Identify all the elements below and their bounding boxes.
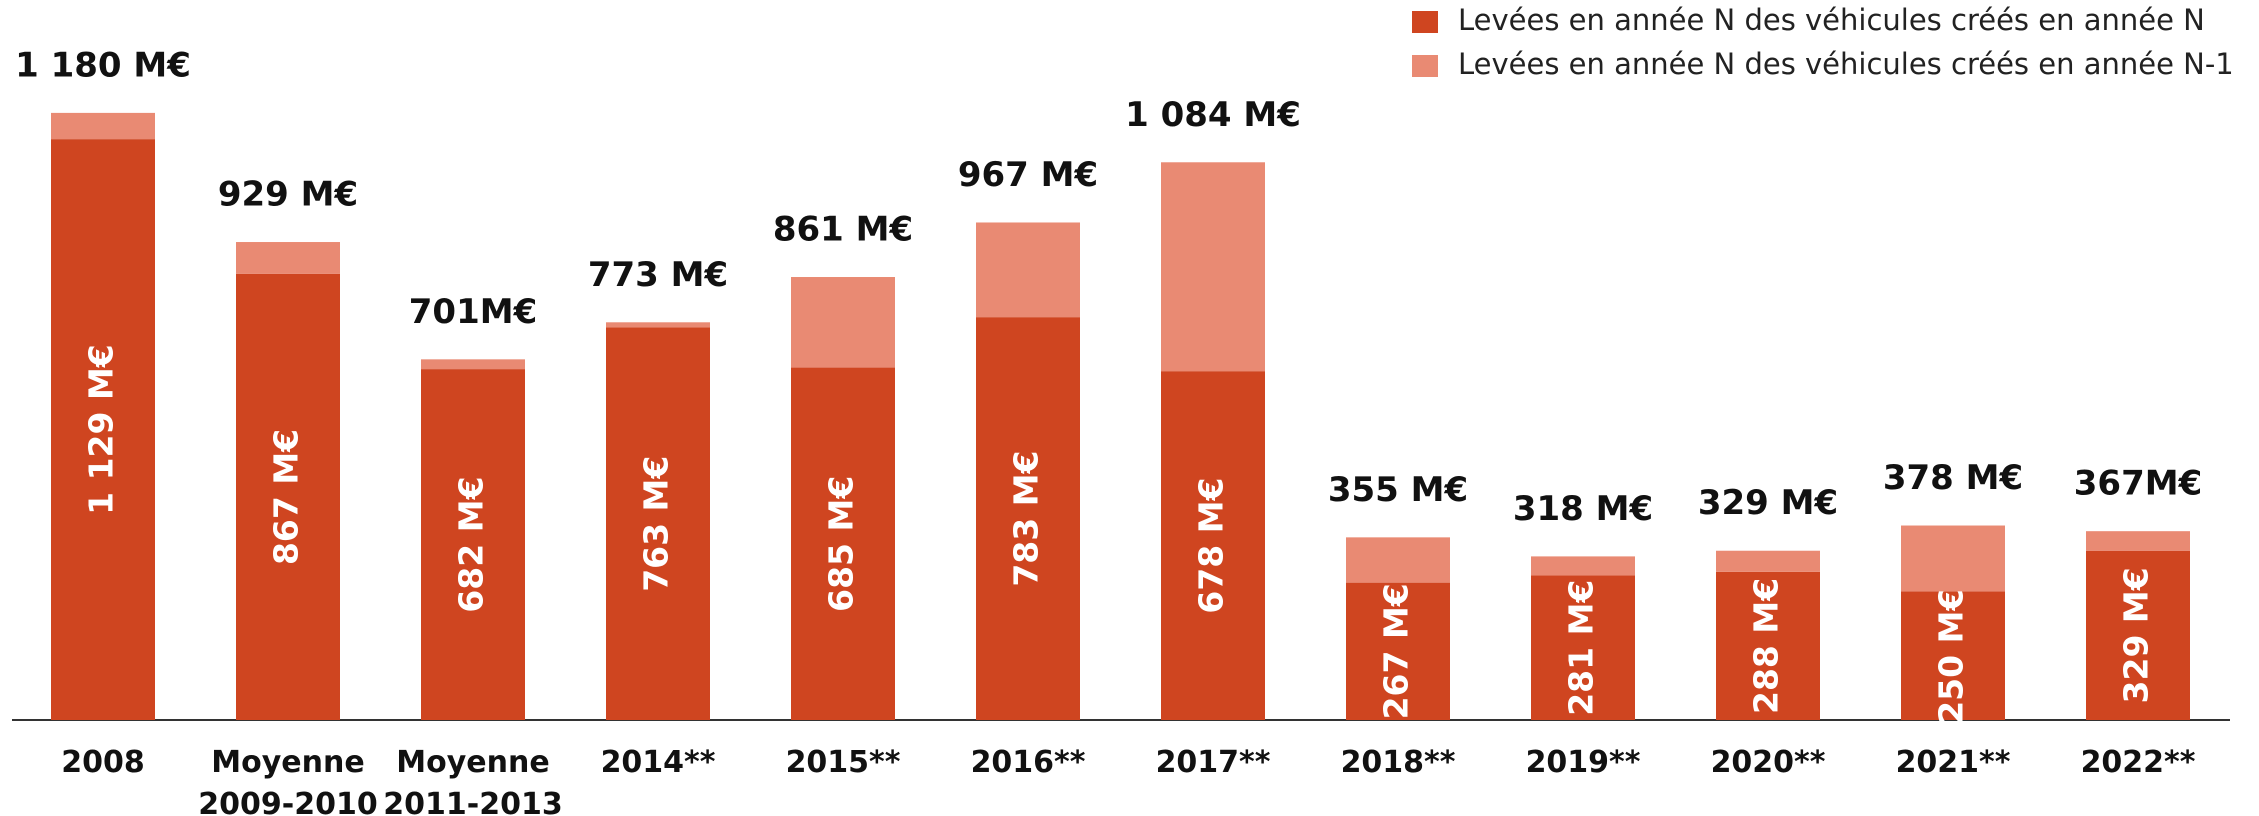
bar-segment [1716,550,1820,572]
total-label: 367M€ [2074,464,2202,504]
x-tick-label: 2019** [1525,745,1641,780]
total-label: 929 M€ [218,175,358,215]
bar-segment [1346,582,1450,720]
segment-label: 763 M€ [637,456,676,592]
segment-label: 685 M€ [822,476,861,612]
total-label: 861 M€ [773,210,913,250]
segment-label: 783 M€ [1007,450,1046,586]
segment-label: 329 M€ [2117,567,2156,703]
bar-segment [236,273,340,720]
x-tick-label: 2022** [2080,745,2196,780]
segment-label: 288 M€ [1747,578,1786,714]
bar-segment [1716,571,1820,720]
segment-label: 267 M€ [1377,583,1416,719]
x-tick-label: 2014** [600,745,716,780]
segment-label: 1 129 M€ [82,344,121,515]
bar-segment [1901,591,2005,720]
bar-segment [236,242,340,274]
total-label: 967 M€ [958,155,1098,195]
bar-segment [421,369,525,720]
total-label: 701M€ [409,292,537,332]
segment-label: 281 M€ [1562,580,1601,716]
x-tick-label: 2008 [61,745,145,780]
bar-segment [791,367,895,720]
segment-label: 678 M€ [1192,477,1231,613]
bar-segment [421,359,525,370]
x-tick-label: 2020** [1710,745,1826,780]
bar-segment [606,327,710,720]
total-label: 1 084 M€ [1125,95,1301,135]
x-tick-label: 2015** [785,745,901,780]
bar-segment [1346,537,1450,583]
bar-segment [51,112,155,140]
x-tick-label: Moyenne 2011-2013 [383,745,563,816]
total-label: 329 M€ [1698,483,1838,523]
bar-segment [976,222,1080,318]
segment-label: 250 M€ [1932,588,1971,724]
segment-label: 867 M€ [267,429,306,565]
x-tick-label: 2016** [970,745,1086,780]
total-label: 355 M€ [1328,470,1468,510]
x-tick-label: 2021** [1895,745,2011,780]
segment-label: 682 M€ [452,476,491,612]
total-label: 318 M€ [1513,489,1653,529]
bar-segment [1901,525,2005,592]
total-label: 773 M€ [588,255,728,295]
total-label: 378 M€ [1883,458,2023,498]
bar-segment [51,139,155,720]
legend-swatch [1412,11,1438,33]
bar-segment [1531,556,1635,576]
bar-segment [1161,162,1265,372]
bar-segment [976,317,1080,720]
bar-segment [1531,575,1635,720]
bar-segment [1161,371,1265,720]
bar-segment [2086,550,2190,720]
legend-label: Levées en année N des véhicules créés en… [1458,47,2234,81]
legend-swatch [1412,55,1438,77]
x-tick-label: Moyenne 2009-2010 [198,745,378,816]
x-tick-label: 2017** [1155,745,1271,780]
bar-segment [791,277,895,368]
total-label: 1 180 M€ [15,45,191,85]
x-tick-label: 2018** [1340,745,1456,780]
legend-label: Levées en année N des véhicules créés en… [1458,3,2205,37]
bar-segment [2086,531,2190,551]
bar-segment [606,322,710,328]
